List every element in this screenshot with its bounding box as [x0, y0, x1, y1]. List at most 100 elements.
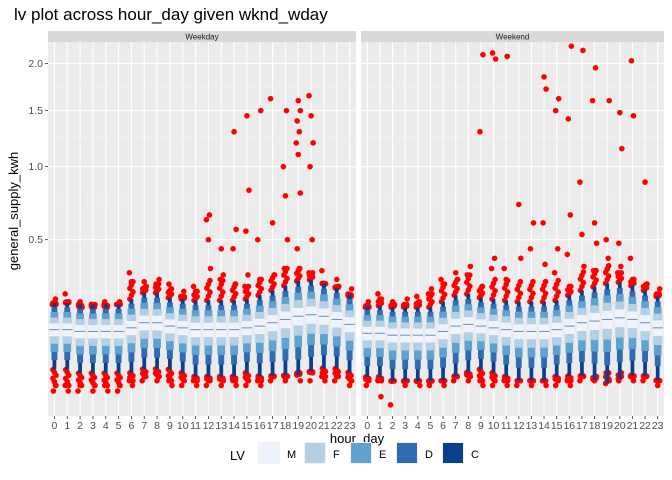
legend-label: C	[471, 449, 479, 461]
outlier-point	[181, 377, 188, 384]
outlier-point	[618, 263, 624, 270]
outlier-point	[591, 220, 598, 226]
outlier-point	[391, 301, 397, 308]
outlier-point	[605, 255, 611, 262]
outlier-point	[219, 377, 226, 384]
outlier-point	[130, 377, 136, 384]
x-tick-label: 19	[292, 420, 304, 432]
y-tick-label: 0.5	[28, 234, 43, 246]
outlier-point	[294, 245, 301, 252]
outlier-point	[363, 382, 370, 389]
outlier-point	[589, 97, 596, 104]
x-tick-label: 12	[203, 420, 215, 432]
outlier-point	[232, 281, 239, 287]
outlier-point	[402, 382, 408, 389]
x-tick-label: 0	[364, 420, 370, 432]
outlier-point	[245, 283, 252, 290]
outlier-point	[489, 382, 496, 389]
legend-label: D	[425, 449, 433, 461]
outlier-point	[543, 86, 549, 92]
outlier-point	[518, 255, 524, 262]
outlier-point	[378, 393, 384, 400]
x-tick-label: 9	[478, 420, 484, 432]
outlier-point	[542, 278, 549, 285]
x-tick-label: 22	[331, 420, 343, 432]
x-tick-label: 9	[167, 420, 173, 432]
outlier-point	[207, 289, 213, 295]
outlier-point	[181, 293, 188, 300]
legend-swatch	[397, 443, 417, 463]
panel-weekend: Weekend	[361, 31, 664, 416]
outlier-point	[577, 179, 583, 185]
outlier-point	[310, 140, 316, 146]
outlier-point	[554, 245, 561, 252]
outlier-point	[579, 231, 585, 238]
outlier-point	[178, 382, 185, 389]
legend-item-m: M	[258, 442, 296, 464]
outlier-point	[618, 269, 625, 276]
outlier-point	[205, 236, 212, 243]
outlier-point	[284, 236, 291, 243]
outlier-point	[403, 301, 410, 308]
outlier-point	[168, 286, 175, 292]
legend-label: M	[287, 449, 296, 461]
outlier-point	[267, 95, 274, 102]
x-tick-label: 5	[428, 420, 434, 432]
outlier-point	[528, 382, 535, 389]
outlier-point	[555, 289, 562, 295]
outlier-point	[166, 281, 172, 287]
outlier-point	[642, 179, 648, 185]
x-tick-label: 6	[128, 420, 134, 432]
outlier-point	[631, 276, 637, 283]
outlier-point	[62, 291, 68, 297]
outlier-point	[245, 377, 252, 384]
outlier-point	[580, 279, 587, 286]
x-tick-label: 21	[627, 420, 639, 432]
outlier-point	[219, 289, 226, 295]
x-tick-label: 2	[390, 420, 396, 432]
outlier-point	[656, 291, 663, 297]
x-tick-label: 16	[254, 420, 266, 432]
x-tick-label: 6	[440, 420, 446, 432]
outlier-point	[243, 228, 249, 234]
legend-swatch	[259, 443, 279, 463]
outlier-point	[492, 288, 498, 294]
panel-background	[361, 42, 664, 416]
outlier-point	[552, 382, 559, 389]
x-tick-label: 1	[64, 420, 70, 432]
outlier-point	[258, 377, 265, 384]
outlier-point	[605, 262, 612, 269]
x-tick-label: 23	[652, 420, 664, 432]
x-tick-label: 3	[90, 420, 96, 432]
outlier-point	[564, 251, 571, 258]
outlier-point	[630, 377, 637, 384]
outlier-point	[501, 265, 507, 272]
legend-item-e: E	[350, 442, 386, 464]
outlier-point	[346, 382, 353, 389]
outlier-point	[627, 255, 634, 262]
outlier-point	[378, 296, 385, 302]
outlier-point	[269, 220, 276, 226]
outlier-point	[168, 377, 175, 384]
outlier-point	[540, 220, 546, 226]
outlier-point	[593, 267, 599, 274]
outlier-point	[426, 382, 433, 389]
outlier-point	[593, 240, 600, 247]
outlier-point	[479, 377, 486, 384]
outlier-point	[232, 377, 239, 384]
x-tick-label: 17	[267, 420, 279, 432]
outlier-point	[619, 145, 625, 152]
outlier-point	[467, 263, 474, 270]
legend: LV M F E D C	[230, 442, 479, 464]
x-tick-label: 4	[103, 420, 109, 432]
outlier-point	[284, 265, 290, 272]
outlier-point	[90, 388, 96, 394]
outlier-point	[492, 56, 499, 62]
x-tick-label: 13	[526, 420, 538, 432]
outlier-point	[245, 272, 251, 278]
outlier-point	[516, 201, 522, 208]
outlier-point	[220, 272, 227, 278]
x-tick-label: 18	[280, 420, 292, 432]
outlier-point	[169, 382, 175, 389]
outlier-point	[203, 216, 210, 223]
